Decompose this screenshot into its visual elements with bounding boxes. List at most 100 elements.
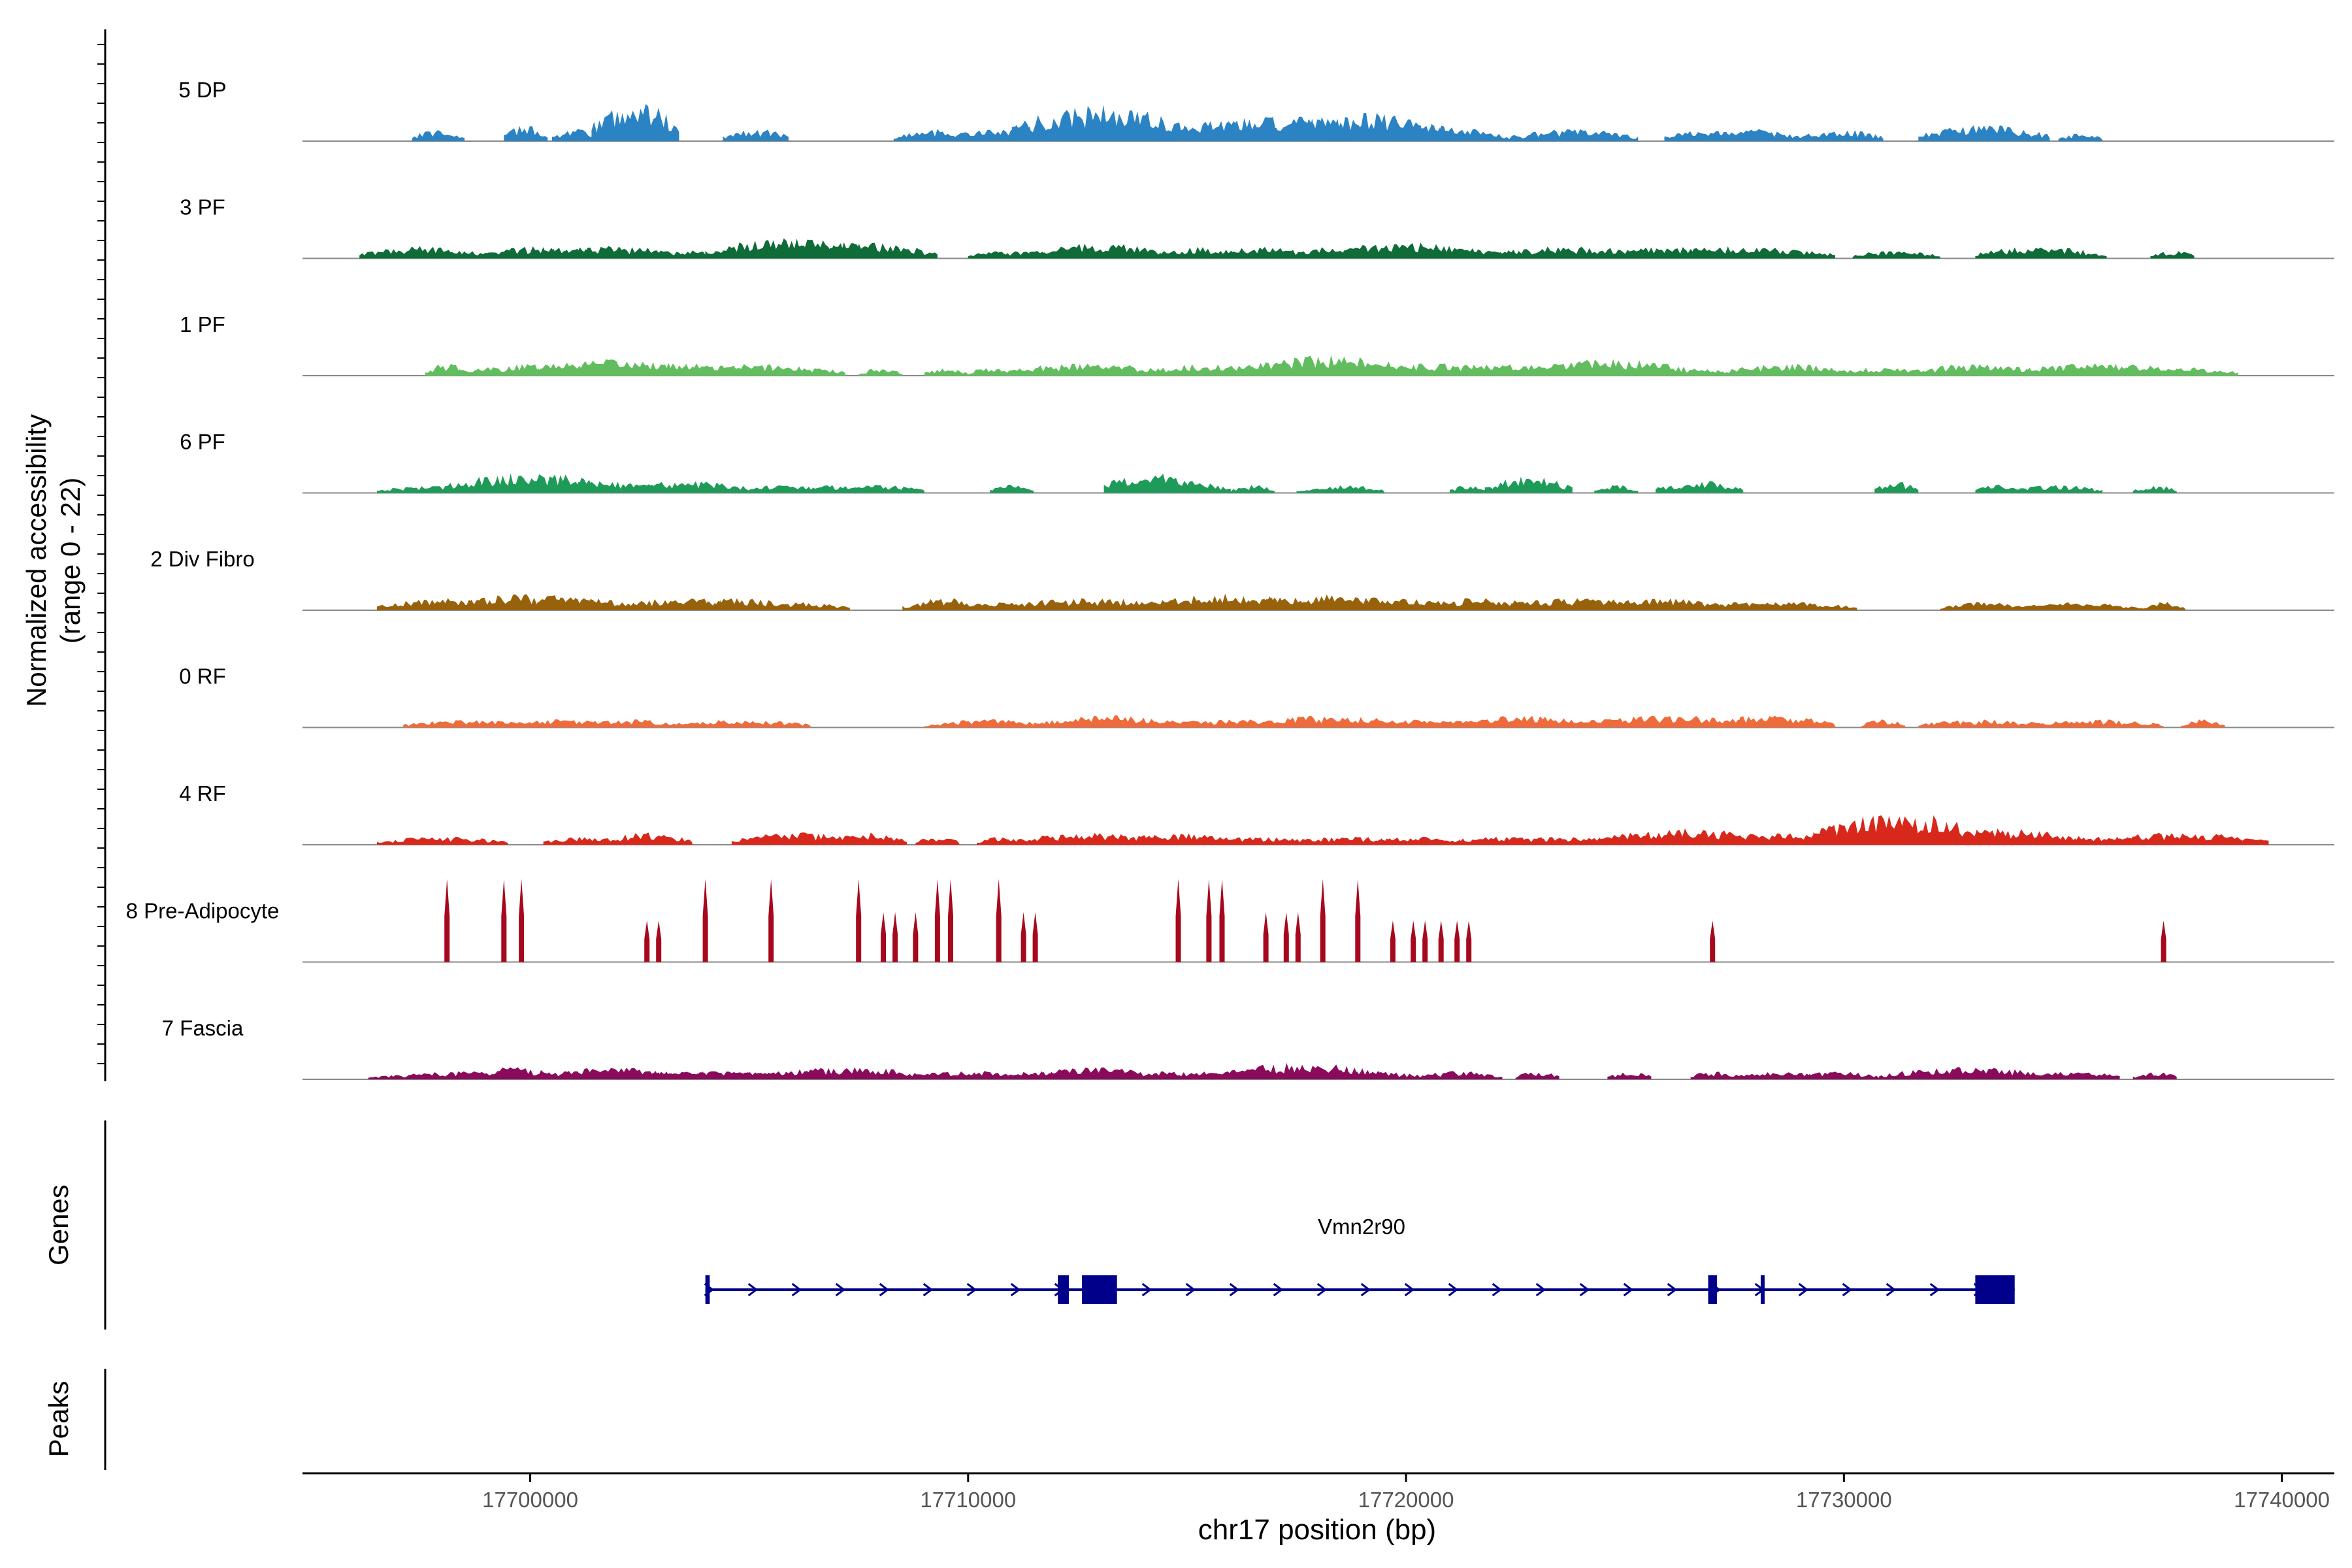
coverage-peak — [1721, 363, 1853, 376]
coverage-peak — [1230, 485, 1275, 493]
coverage-peak — [2161, 920, 2166, 962]
gene-exon — [1082, 1275, 1117, 1304]
track-7-fascia: 7 Fascia — [162, 1016, 2334, 1080]
coverage-peak — [2058, 364, 2190, 376]
coverage-peak — [768, 879, 774, 962]
coverage-peak — [434, 252, 478, 259]
gene-model — [704, 1275, 2015, 1304]
track-2-div-fibro: 2 Div Fibro — [150, 547, 2334, 611]
strand-arrow — [1667, 1282, 1678, 1297]
track-0-rf: 0 RF — [179, 664, 2334, 728]
track-5-dp: 5 DP — [178, 78, 2334, 142]
coverage-peak — [1414, 1071, 1503, 1079]
coverage-tracks: 5 DP 3 PF 1 PF 6 PF 2 Div Fibro 0 RF 4 RF 8 Pre… — [126, 78, 2334, 1080]
coverage-peak — [2058, 133, 2102, 141]
coverage-peak — [1507, 129, 1639, 141]
strand-arrow — [923, 1282, 934, 1297]
x-tick-label: 17700000 — [482, 1488, 578, 1512]
coverage-peak — [1607, 1072, 1652, 1079]
strand-arrow — [1273, 1282, 1284, 1297]
coverage-peak — [1791, 1071, 1879, 1079]
track-4-rf: 4 RF — [179, 781, 2334, 845]
coverage-peak — [1484, 476, 1573, 493]
coverage-peak — [1914, 828, 2089, 845]
coverage-peak — [1515, 1072, 1560, 1079]
coverage-peak — [604, 832, 693, 845]
coverage-peak — [1206, 879, 1212, 962]
coverage-peak — [1791, 251, 1835, 259]
coverage-peak — [1296, 1071, 1428, 1079]
coverage-peak — [934, 879, 940, 962]
track-label: 2 Div Fibro — [150, 547, 255, 571]
coverage-peak — [2150, 251, 2195, 259]
track-label: 3 PF — [180, 195, 225, 220]
strand-arrow — [1404, 1282, 1415, 1297]
coverage-peak — [1524, 359, 1700, 376]
strand-arrow — [1492, 1282, 1503, 1297]
coverage-peak — [1021, 912, 1038, 962]
coverage-peak — [1874, 482, 1919, 493]
coverage-peak — [856, 879, 862, 962]
coverage-peak — [924, 719, 1056, 728]
track-label: 7 Fascia — [162, 1016, 244, 1040]
coverage-peak — [1239, 355, 1415, 376]
coverage-peak — [2150, 367, 2238, 376]
coverage-peak — [1813, 368, 1945, 376]
coverage-peak — [2032, 1071, 2120, 1079]
coverage-peak — [745, 129, 789, 141]
y-axis-title: Normalized accessibility — [21, 414, 52, 707]
coverage-peak — [519, 879, 525, 962]
coverage-peak — [1296, 485, 1384, 493]
coverage-peak — [2142, 602, 2186, 610]
strand-arrow — [1229, 1282, 1240, 1297]
coverage-peak — [762, 602, 850, 610]
coverage-peak — [1918, 719, 2050, 728]
coverage-peak — [836, 485, 924, 493]
gene-exon — [1708, 1275, 1717, 1304]
coverage-peak — [1029, 244, 1161, 259]
strand-arrow — [966, 1282, 977, 1297]
coverage-peak — [1011, 105, 1187, 141]
x-tick-label: 17740000 — [2234, 1488, 2330, 1512]
track-label: 8 Pre-Adipocyte — [126, 899, 280, 923]
genes-track-label: Genes — [43, 1184, 74, 1266]
coverage-peak — [1320, 879, 1326, 962]
coverage-peak — [2132, 1072, 2177, 1079]
track-label: 4 RF — [179, 781, 226, 806]
coverage-peak — [504, 125, 548, 141]
coverage-peak — [696, 364, 828, 376]
coverage-peak — [1411, 920, 1428, 962]
x-tick-label: 17710000 — [920, 1488, 1016, 1512]
track-1-pf: 1 PF — [180, 312, 2334, 376]
coverage-peak — [421, 133, 465, 141]
coverage-peak — [1975, 247, 2107, 259]
track-label: 0 RF — [179, 664, 226, 689]
coverage-peak — [517, 598, 649, 610]
track-6-pf: 6 PF — [180, 430, 2334, 494]
coverage-peak — [2132, 485, 2177, 493]
x-axis-title: chr17 position (bp) — [1198, 1514, 1436, 1546]
strand-arrow — [1010, 1282, 1021, 1297]
coverage-peak — [1852, 251, 1940, 259]
strand-arrow — [1316, 1282, 1328, 1297]
coverage-peak — [858, 368, 903, 376]
coverage-peak — [630, 250, 675, 259]
track-label: 5 DP — [178, 78, 226, 102]
coverage-peak — [1918, 125, 2050, 141]
coverage-peak — [1390, 920, 1396, 962]
coverage-peak — [702, 879, 708, 962]
gene-exon — [1058, 1275, 1069, 1304]
coverage-peak — [1219, 879, 1225, 962]
coverage-peak — [552, 129, 596, 141]
coverage-peak — [948, 879, 953, 962]
coverage-peak — [666, 598, 798, 610]
coverage-peak — [622, 481, 754, 493]
coverage-peak — [2014, 485, 2102, 493]
strand-arrow — [1623, 1282, 1634, 1297]
coverage-peak — [996, 879, 1002, 962]
coverage-peak — [1454, 920, 1472, 962]
coverage-peak — [924, 368, 968, 376]
coverage-peak — [644, 920, 662, 962]
